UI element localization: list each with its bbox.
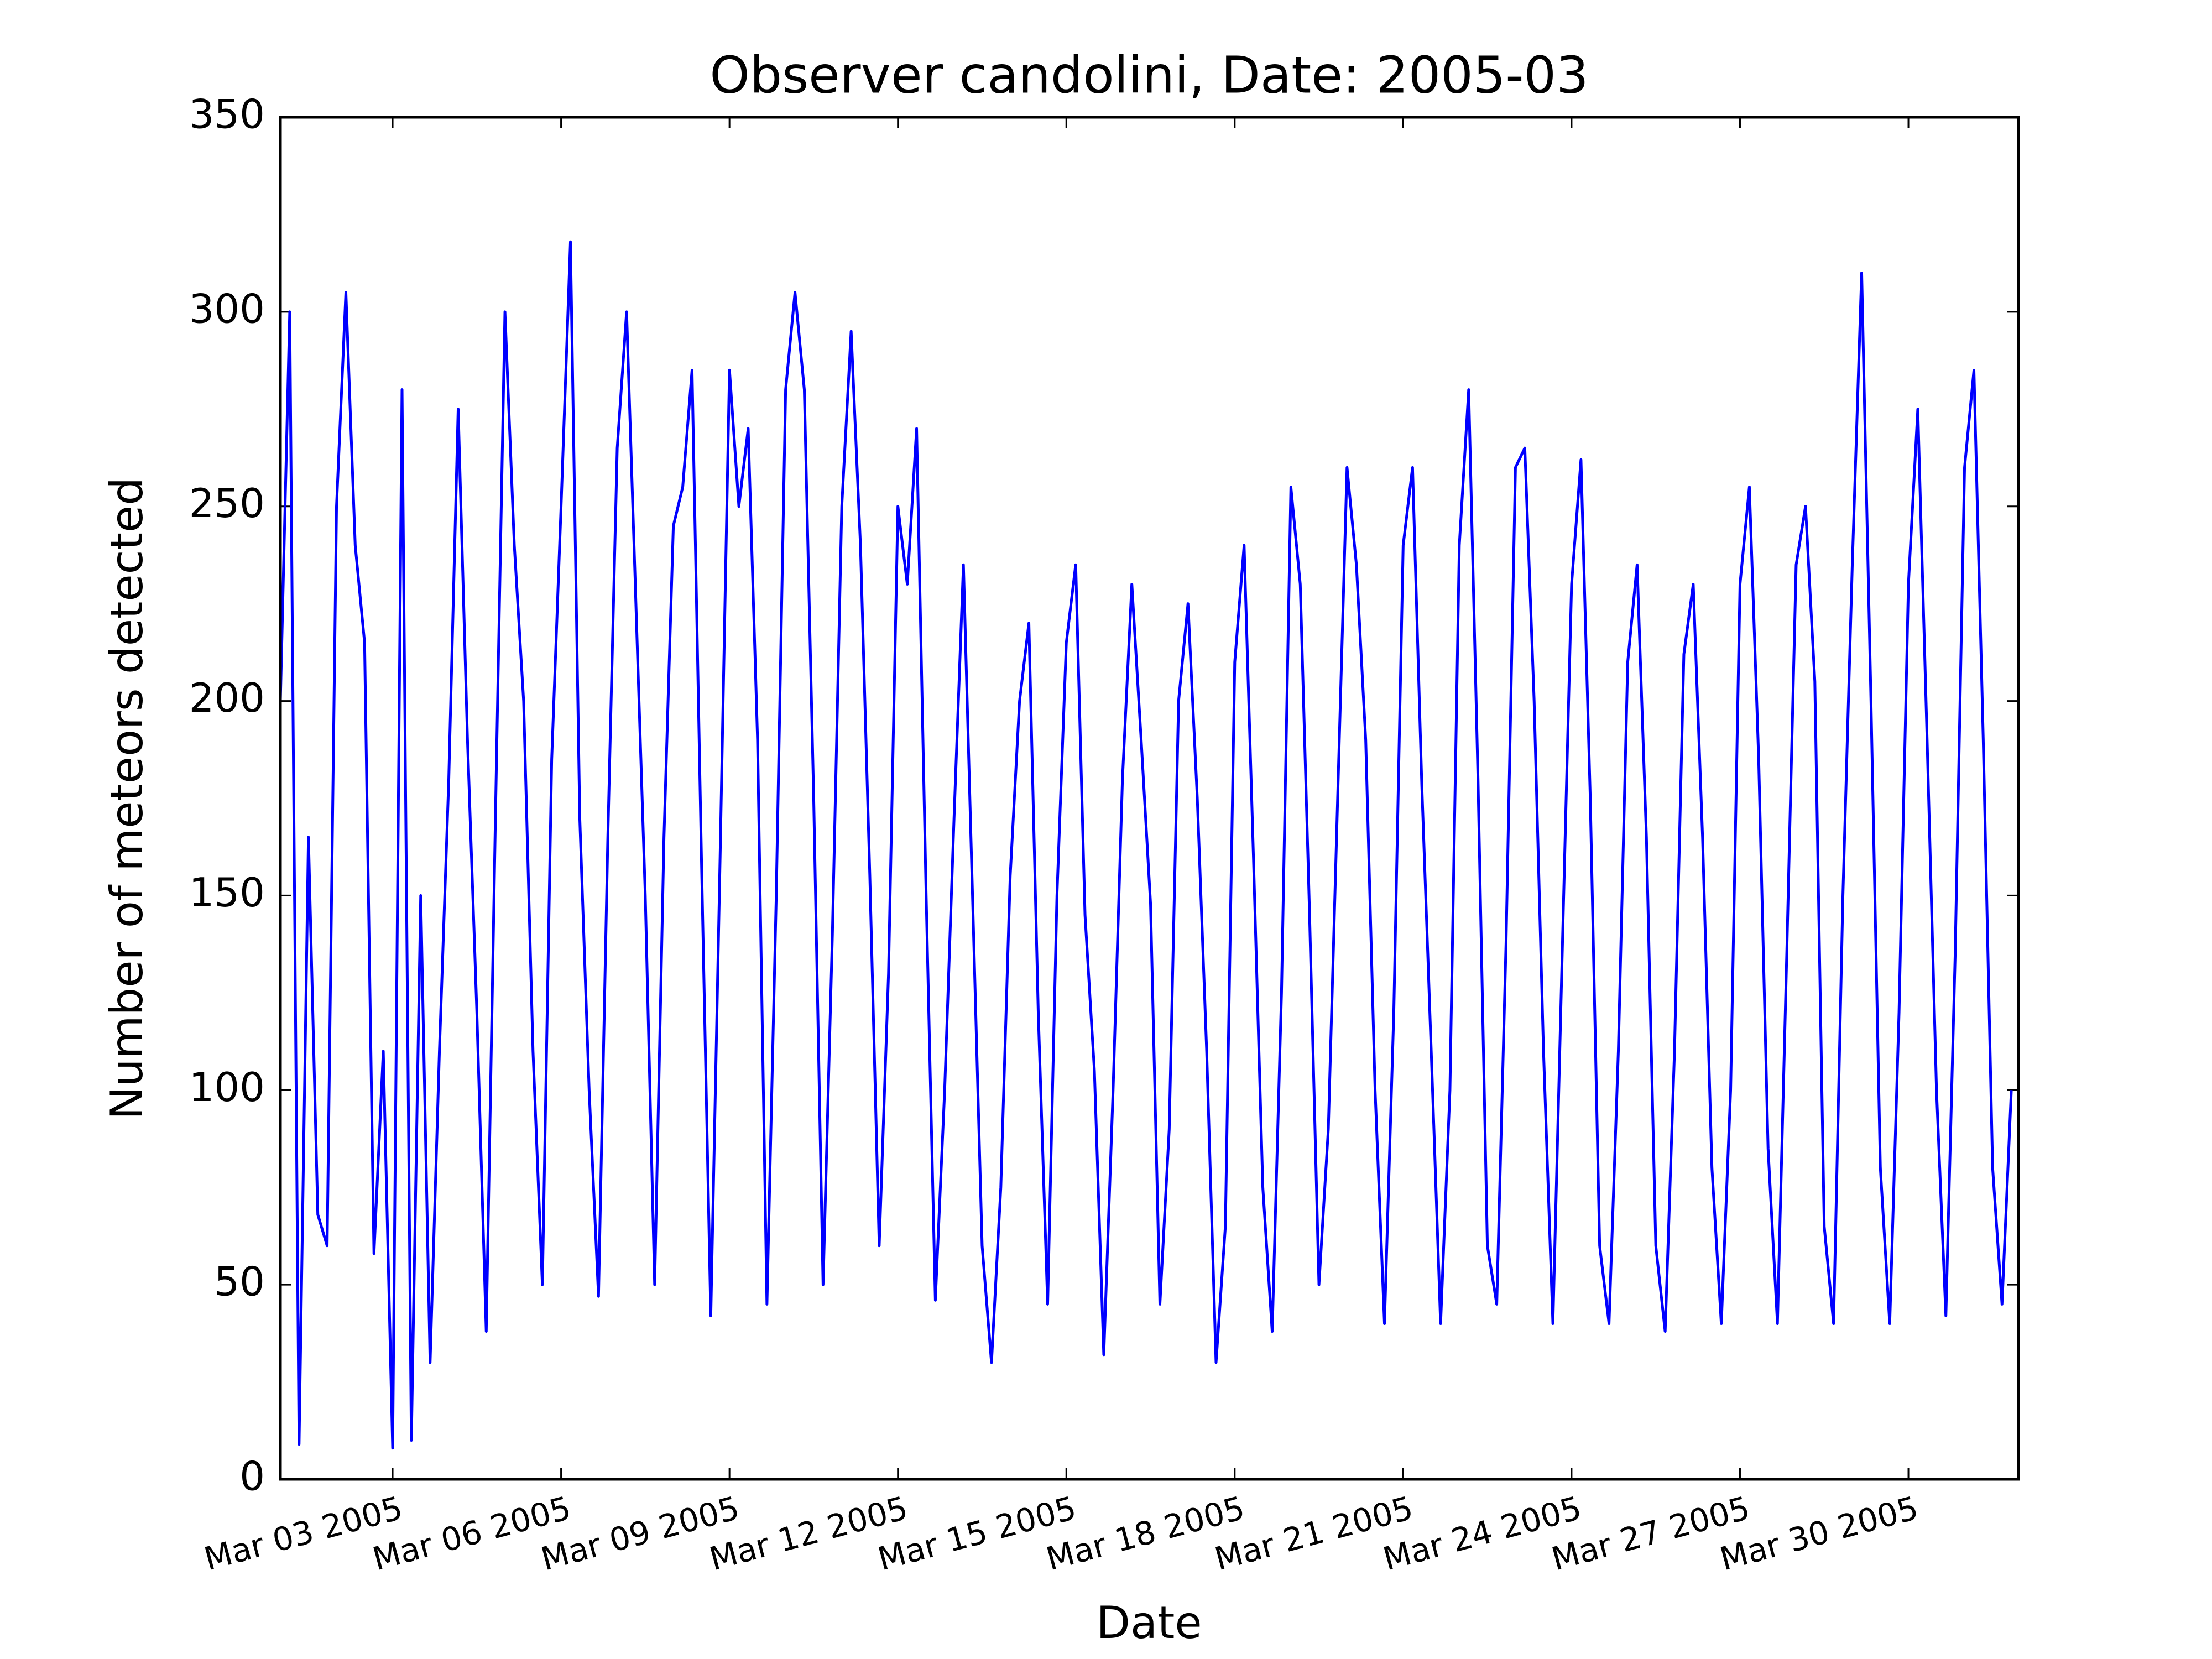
y-tick-label: 250 — [189, 480, 265, 526]
y-tick-label: 50 — [214, 1259, 265, 1305]
y-tick-label: 100 — [189, 1064, 265, 1110]
y-axis-label: Number of meteors detected — [101, 477, 153, 1120]
y-tick-label: 0 — [239, 1453, 265, 1500]
plot-frame — [279, 116, 2020, 1481]
data-line — [279, 240, 2013, 1450]
chart-title: Observer candolini, Date: 2005-03 — [709, 45, 1588, 105]
y-tick-label: 350 — [189, 91, 265, 138]
y-tick-label: 150 — [189, 869, 265, 916]
y-tick-label: 200 — [189, 675, 265, 721]
y-tick-label: 300 — [189, 285, 265, 332]
x-axis-label: Date — [1096, 1597, 1202, 1648]
